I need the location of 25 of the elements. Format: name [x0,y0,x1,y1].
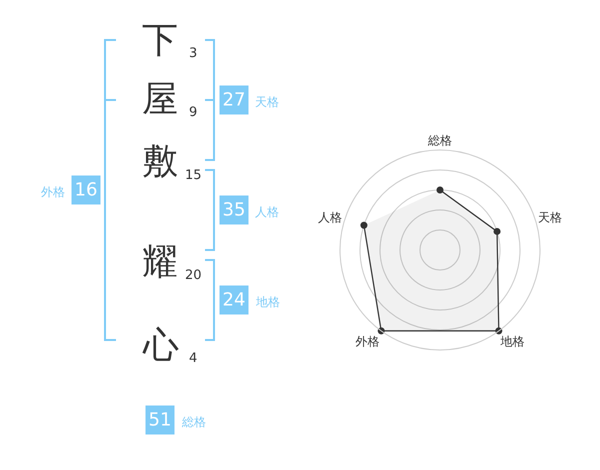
category-label: 人格 [255,205,279,219]
data-label: 16 [74,180,98,200]
category-label: 天格 [255,95,279,109]
spoke-label: 総格 [427,134,452,148]
data-label: 15 [185,168,202,183]
data-label: 51 [148,410,172,430]
data-label: 27 [222,90,246,110]
category-label: 屋 [142,79,178,120]
data-label: 24 [222,290,246,310]
category-label: 外格 [41,185,65,199]
category-label: 耀 [142,242,178,283]
data-label: 4 [189,351,198,366]
data-label: 35 [222,200,246,220]
spoke-label: 天格 [538,210,562,224]
data-label: 20 [185,268,202,283]
spoke-label: 人格 [318,210,342,224]
category-label: 心 [142,325,179,366]
category-label: 総格 [181,415,206,429]
category-label: 敷 [142,141,178,182]
spoke-label: 地格 [499,334,524,348]
spoke-label: 外格 [356,334,380,348]
data-label: 3 [189,46,198,61]
data-label: 9 [189,105,198,120]
category-label: 地格 [255,295,280,309]
category-label: 下 [142,20,178,61]
